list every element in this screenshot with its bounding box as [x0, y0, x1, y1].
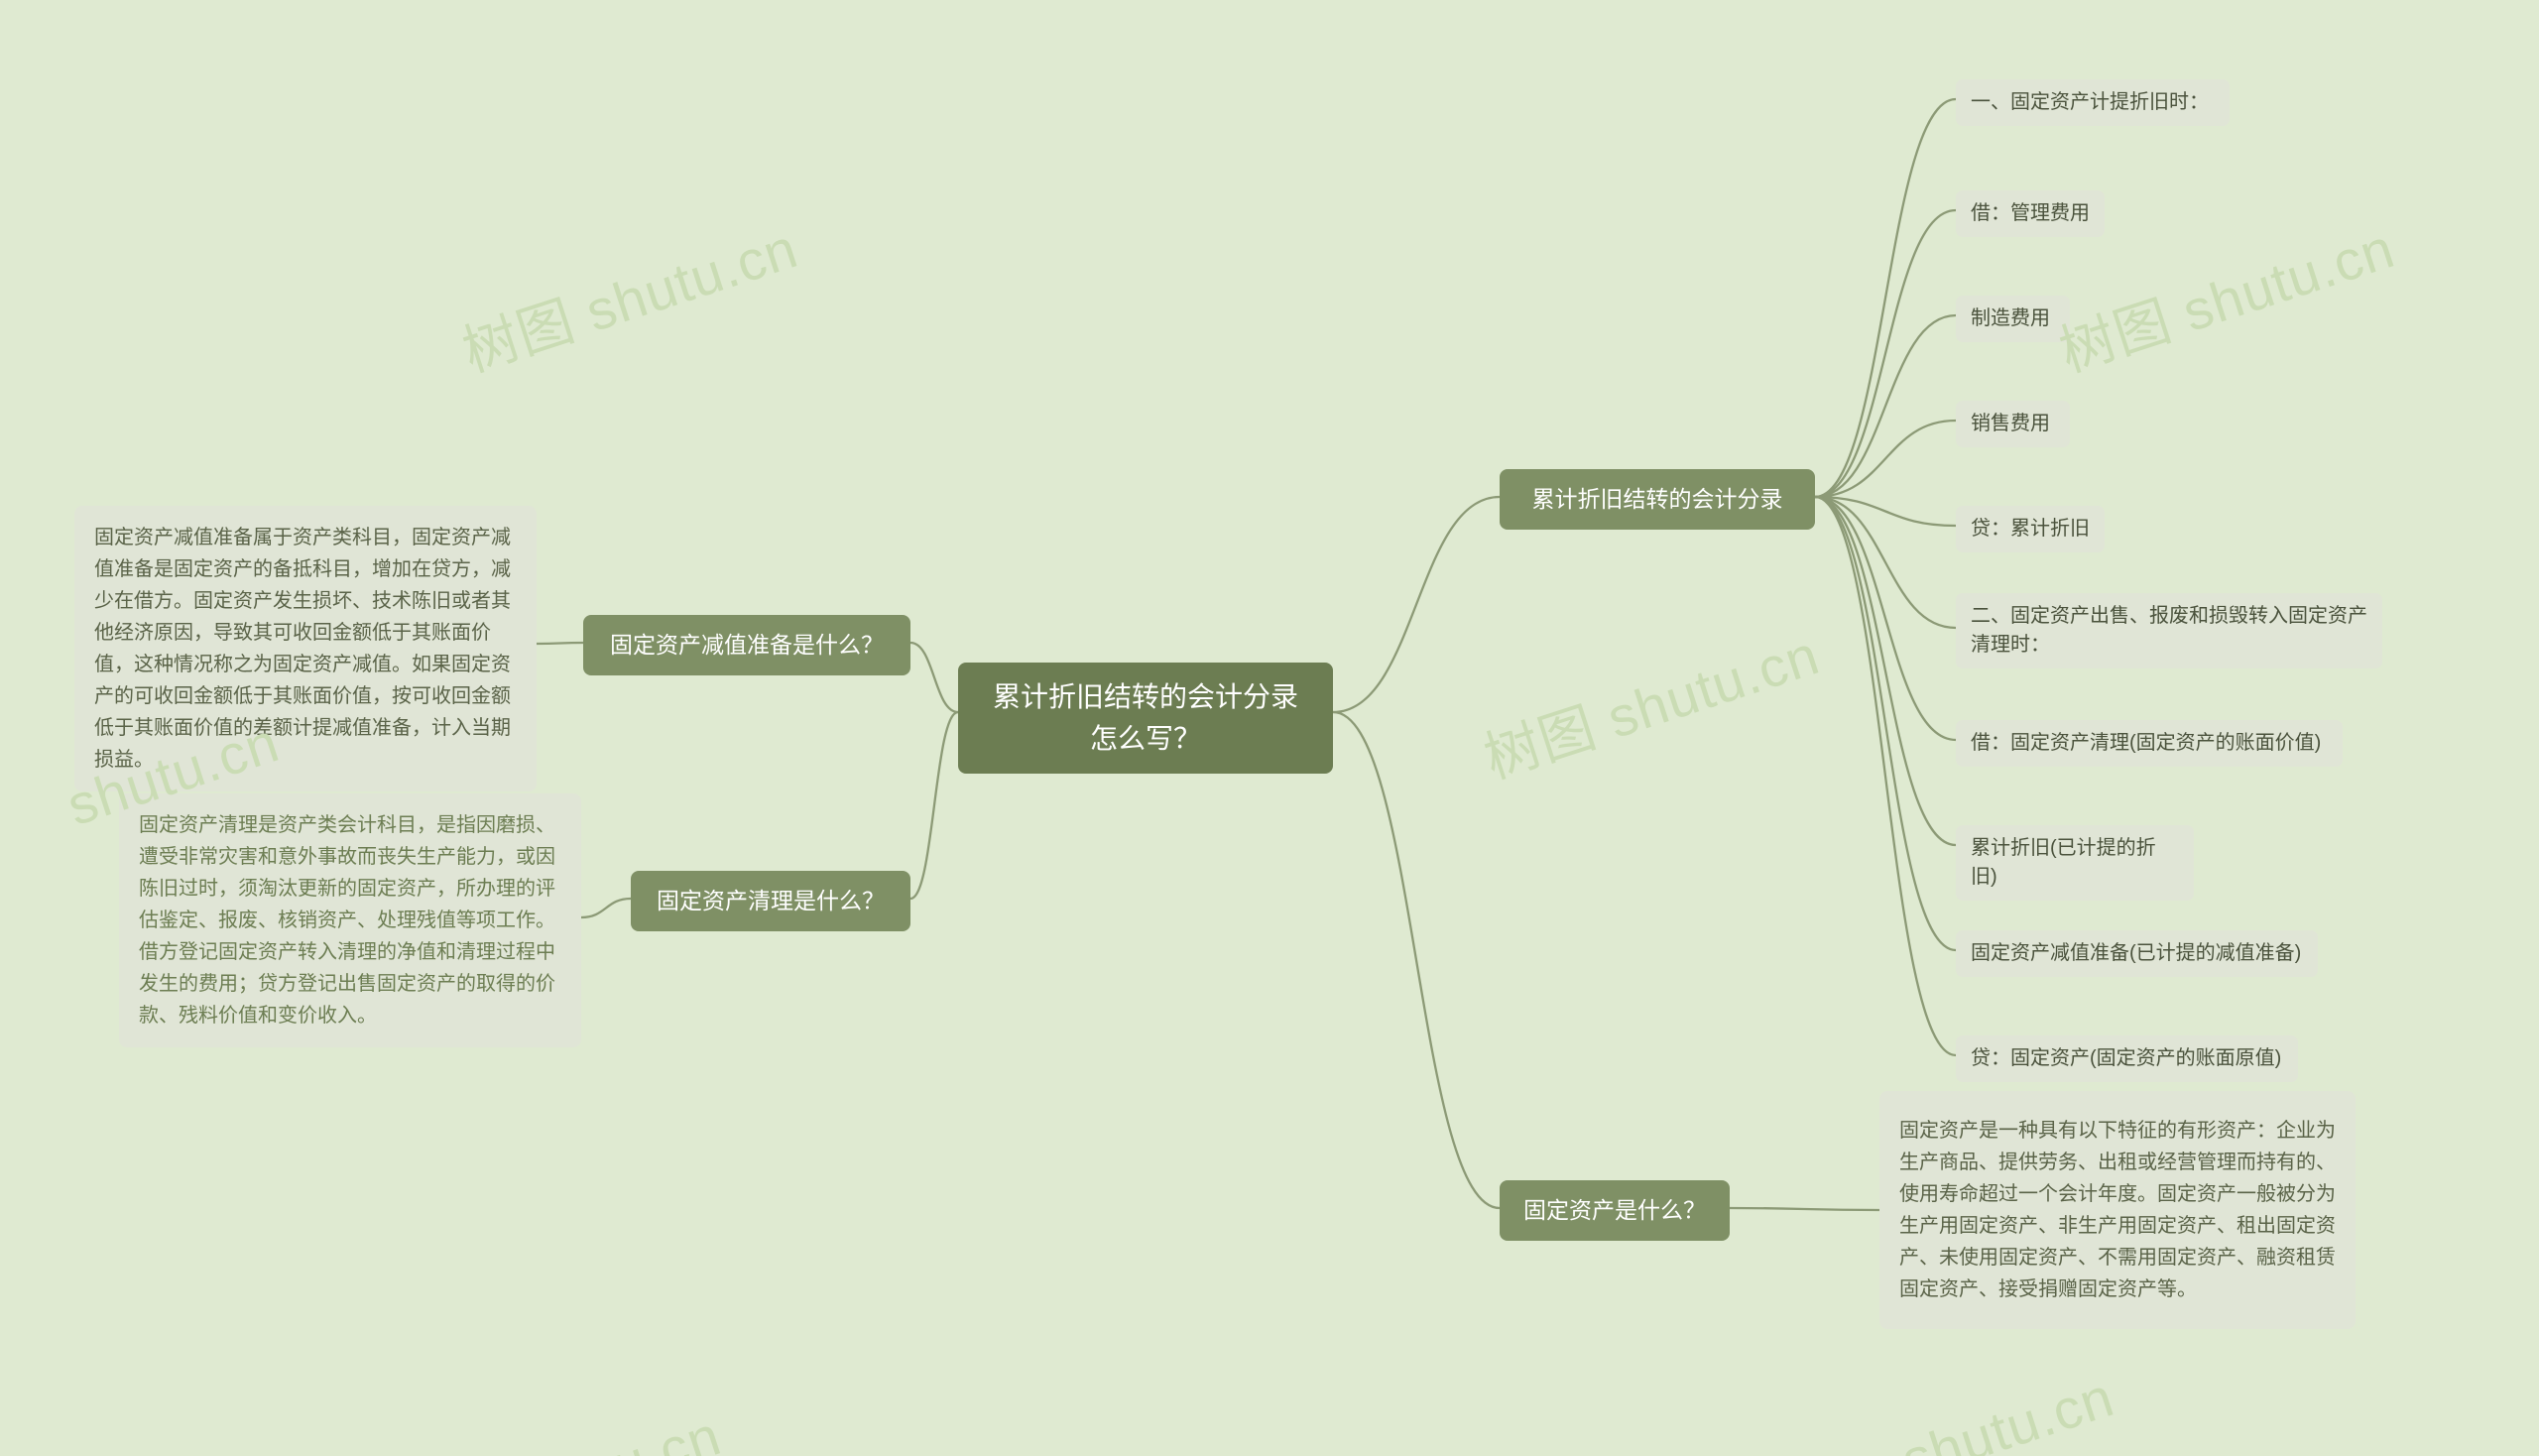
- b_l1: 固定资产减值准备是什么？: [583, 615, 910, 675]
- b_r1: 累计折旧结转的会计分录: [1500, 469, 1815, 530]
- d_l2: 固定资产清理是资产类会计科目，是指因磨损、遭受非常灾害和意外事故而丧失生产能力，…: [119, 793, 581, 1047]
- l2: 借：管理费用: [1956, 190, 2105, 237]
- l10: 贷：固定资产(固定资产的账面原值): [1956, 1035, 2298, 1082]
- l1: 一、固定资产计提折旧时：: [1956, 79, 2230, 126]
- l7: 借：固定资产清理(固定资产的账面价值): [1956, 720, 2343, 767]
- watermark: shutu.cn: [1894, 1364, 2121, 1456]
- l8: 累计折旧(已计提的折旧): [1956, 825, 2194, 901]
- l6: 二、固定资产出售、报废和损毁转入固定资产 清理时：: [1956, 593, 2382, 668]
- root-node: 累计折旧结转的会计分录 怎么写？: [958, 663, 1333, 774]
- b_l2: 固定资产清理是什么？: [631, 871, 910, 931]
- d_r2: 固定资产是一种具有以下特征的有形资产：企业为生产商品、提供劳务、出租或经营管理而…: [1879, 1091, 2356, 1329]
- watermark: 树图 shutu.cn: [1473, 611, 1828, 794]
- l5: 贷：累计折旧: [1956, 506, 2105, 552]
- l9: 固定资产减值准备(已计提的减值准备): [1956, 930, 2318, 977]
- l4: 销售费用: [1956, 401, 2070, 447]
- watermark: 树图 shutu.cn: [451, 204, 806, 388]
- b_r2: 固定资产是什么？: [1500, 1180, 1730, 1241]
- d_l1: 固定资产减值准备属于资产类科目，固定资产减值准备是固定资产的备抵科目，增加在贷方…: [74, 506, 537, 791]
- l3: 制造费用: [1956, 296, 2070, 342]
- watermark: u.cn: [605, 1402, 729, 1456]
